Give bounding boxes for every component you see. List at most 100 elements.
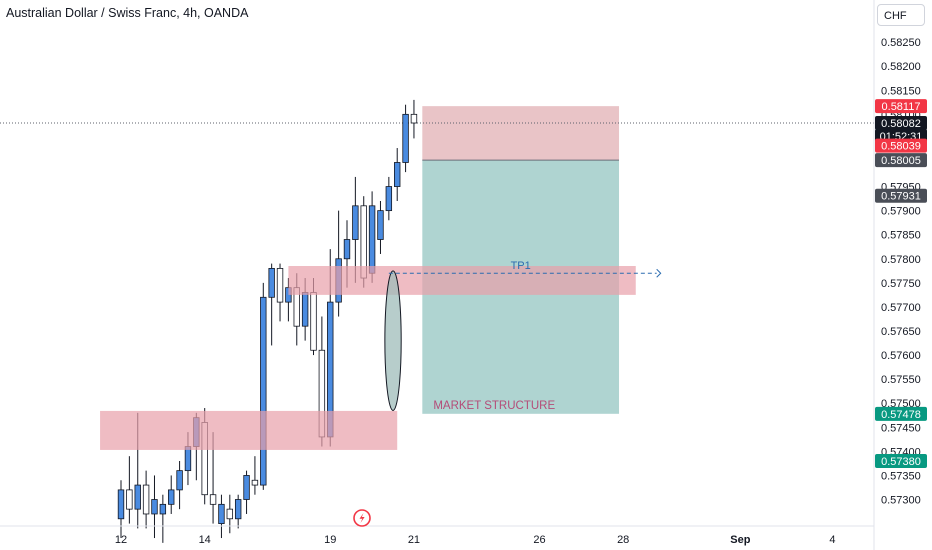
candle-body [209, 494, 217, 505]
price-label-text: 0.57380 [881, 456, 921, 468]
candle [243, 470, 250, 514]
candle-body [243, 475, 250, 500]
candle [251, 456, 259, 495]
candle-body [151, 499, 158, 515]
price-label-bg [875, 138, 927, 153]
market-structure-label: MARKET STRUCTURE [433, 400, 555, 412]
currency-selector[interactable]: CHF [877, 4, 925, 26]
price-label-text: 0.58039 [881, 141, 921, 153]
price-label-bg [875, 116, 927, 130]
overlay-layer: TP1 MARKET STRUCTURE [100, 260, 662, 450]
price-label[interactable]: 0.57380 [875, 454, 927, 468]
time-axis[interactable]: 12 14 19 21 26 28 Sep 4 [115, 534, 836, 546]
candle-body [377, 210, 384, 240]
candle-body [394, 162, 401, 187]
y-tick-label: 0.57700 [881, 302, 921, 314]
candle [176, 461, 183, 510]
y-tick-label: 0.57550 [881, 374, 921, 386]
price-label[interactable]: 0.57478 [875, 406, 927, 421]
tp-label: TP1 [511, 260, 531, 272]
y-tick-label: 0.57800 [881, 254, 921, 266]
y-tick-label: 0.57850 [881, 230, 921, 242]
price-label[interactable]: 0.58117 [875, 99, 927, 114]
candle-body [234, 499, 242, 520]
candle-body [218, 503, 225, 524]
candle-body [117, 489, 125, 520]
candle-body [352, 205, 359, 240]
candle [126, 456, 133, 524]
candle-body [368, 205, 376, 274]
y-tick-label: 0.57900 [881, 206, 921, 218]
x-tick-label: 12 [115, 534, 127, 546]
price-label[interactable]: 0.58039 [875, 138, 927, 153]
candle-body [268, 268, 275, 298]
y-tick-label: 0.57300 [881, 495, 921, 507]
price-label[interactable]: 0.58082 [875, 116, 927, 130]
y-tick-label: 0.58250 [881, 37, 921, 49]
candle-body [385, 186, 393, 212]
price-label-text: 0.58082 [881, 118, 921, 130]
y-tick-label: 0.57350 [881, 470, 921, 482]
stop-loss-box[interactable] [422, 106, 620, 161]
price-label-text: 0.58117 [882, 101, 921, 113]
candle [402, 104, 409, 173]
candle-body [251, 479, 259, 486]
price-label-bg [875, 188, 927, 203]
candles-layer [117, 99, 418, 543]
candle-body [343, 239, 351, 260]
chart-title: Australian Dollar / Swiss Franc, 4h, OAN… [6, 6, 249, 20]
price-axis[interactable]: 0.583000.582500.582000.581500.581000.580… [881, 13, 921, 506]
candle [268, 263, 275, 346]
candle [142, 470, 150, 529]
price-label-bg [875, 454, 927, 468]
drawing-layer [0, 106, 874, 414]
x-tick-label: 28 [617, 534, 629, 546]
candle [226, 494, 234, 534]
candle [276, 263, 284, 322]
x-tick-label: 4 [829, 534, 835, 546]
candle [151, 475, 158, 539]
price-label-text: 0.57478 [881, 409, 921, 421]
candle-body [260, 296, 267, 486]
candle-body [134, 484, 141, 510]
y-tick-label: 0.57750 [881, 278, 921, 290]
candle [394, 148, 401, 201]
y-tick-label: 0.57600 [881, 350, 921, 362]
candle-body [301, 292, 309, 327]
candle-body [176, 470, 183, 491]
price-label-bg [875, 153, 927, 168]
candle [335, 210, 342, 317]
price-label-bg [875, 99, 927, 114]
candle-body [142, 484, 150, 515]
candle [218, 494, 225, 539]
x-tick-label: 21 [408, 534, 420, 546]
x-tick-label: Sep [730, 534, 750, 546]
x-tick-label: 19 [324, 534, 336, 546]
flash-icon[interactable] [353, 509, 371, 527]
price-label-bg [875, 406, 927, 421]
upper-zone[interactable] [288, 266, 636, 295]
candle [410, 99, 418, 139]
candle-body [226, 508, 234, 520]
candle-body [159, 503, 167, 515]
price-label[interactable]: 0.58005 [875, 153, 927, 168]
lower-zone[interactable] [100, 410, 398, 450]
candle-body [184, 446, 192, 472]
candle [377, 201, 384, 254]
ellipse-drawing[interactable] [384, 270, 402, 411]
x-tick-label: 26 [533, 534, 545, 546]
price-label[interactable]: 0.57931 [875, 188, 927, 203]
candle-body [310, 292, 317, 351]
candle [385, 176, 393, 221]
candle-body [276, 268, 284, 303]
y-tick-label: 0.58150 [881, 85, 921, 97]
candle [117, 480, 125, 539]
candle-body [168, 489, 175, 505]
y-tick-label: 0.58200 [881, 61, 921, 73]
candle [234, 494, 242, 529]
candle-body [410, 113, 418, 124]
candle [260, 282, 267, 490]
candle [352, 176, 359, 283]
price-label-text: 0.57931 [881, 191, 921, 203]
